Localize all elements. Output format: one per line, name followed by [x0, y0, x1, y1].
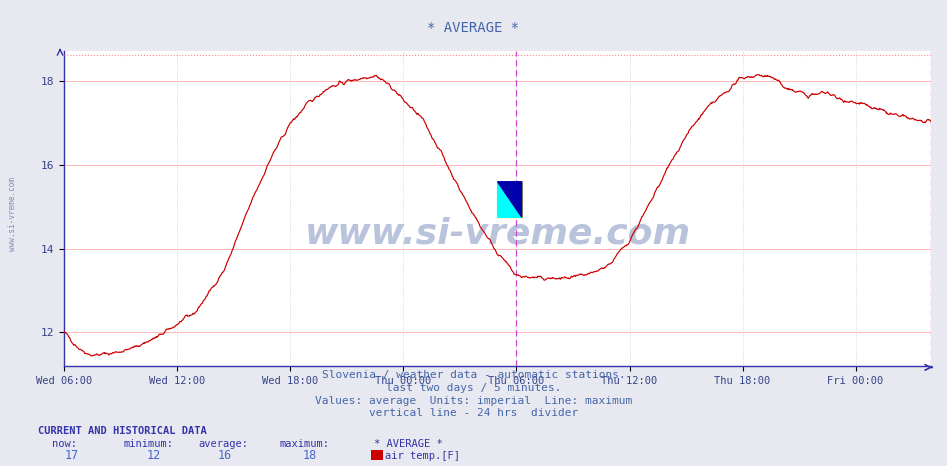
- Text: 12: 12: [147, 449, 161, 462]
- Text: now:: now:: [52, 439, 77, 449]
- Text: 17: 17: [64, 449, 79, 462]
- Text: 16: 16: [218, 449, 232, 462]
- Text: last two days / 5 minutes.: last two days / 5 minutes.: [385, 383, 562, 393]
- Text: maximum:: maximum:: [279, 439, 330, 449]
- Text: vertical line - 24 hrs  divider: vertical line - 24 hrs divider: [369, 408, 578, 418]
- Text: * AVERAGE *: * AVERAGE *: [374, 439, 443, 449]
- Text: minimum:: minimum:: [123, 439, 173, 449]
- Text: www.si-vreme.com: www.si-vreme.com: [305, 217, 690, 251]
- Text: www.si-vreme.com: www.si-vreme.com: [8, 178, 17, 251]
- Text: average:: average:: [199, 439, 249, 449]
- Bar: [497, 182, 522, 217]
- Polygon shape: [497, 182, 522, 217]
- Polygon shape: [497, 182, 522, 217]
- Text: Slovenia / weather data - automatic stations.: Slovenia / weather data - automatic stat…: [322, 370, 625, 380]
- Text: air temp.[F]: air temp.[F]: [385, 451, 460, 461]
- Text: * AVERAGE *: * AVERAGE *: [427, 21, 520, 35]
- Text: CURRENT AND HISTORICAL DATA: CURRENT AND HISTORICAL DATA: [38, 426, 206, 436]
- Text: 18: 18: [303, 449, 317, 462]
- Text: Values: average  Units: imperial  Line: maximum: Values: average Units: imperial Line: ma…: [314, 396, 633, 405]
